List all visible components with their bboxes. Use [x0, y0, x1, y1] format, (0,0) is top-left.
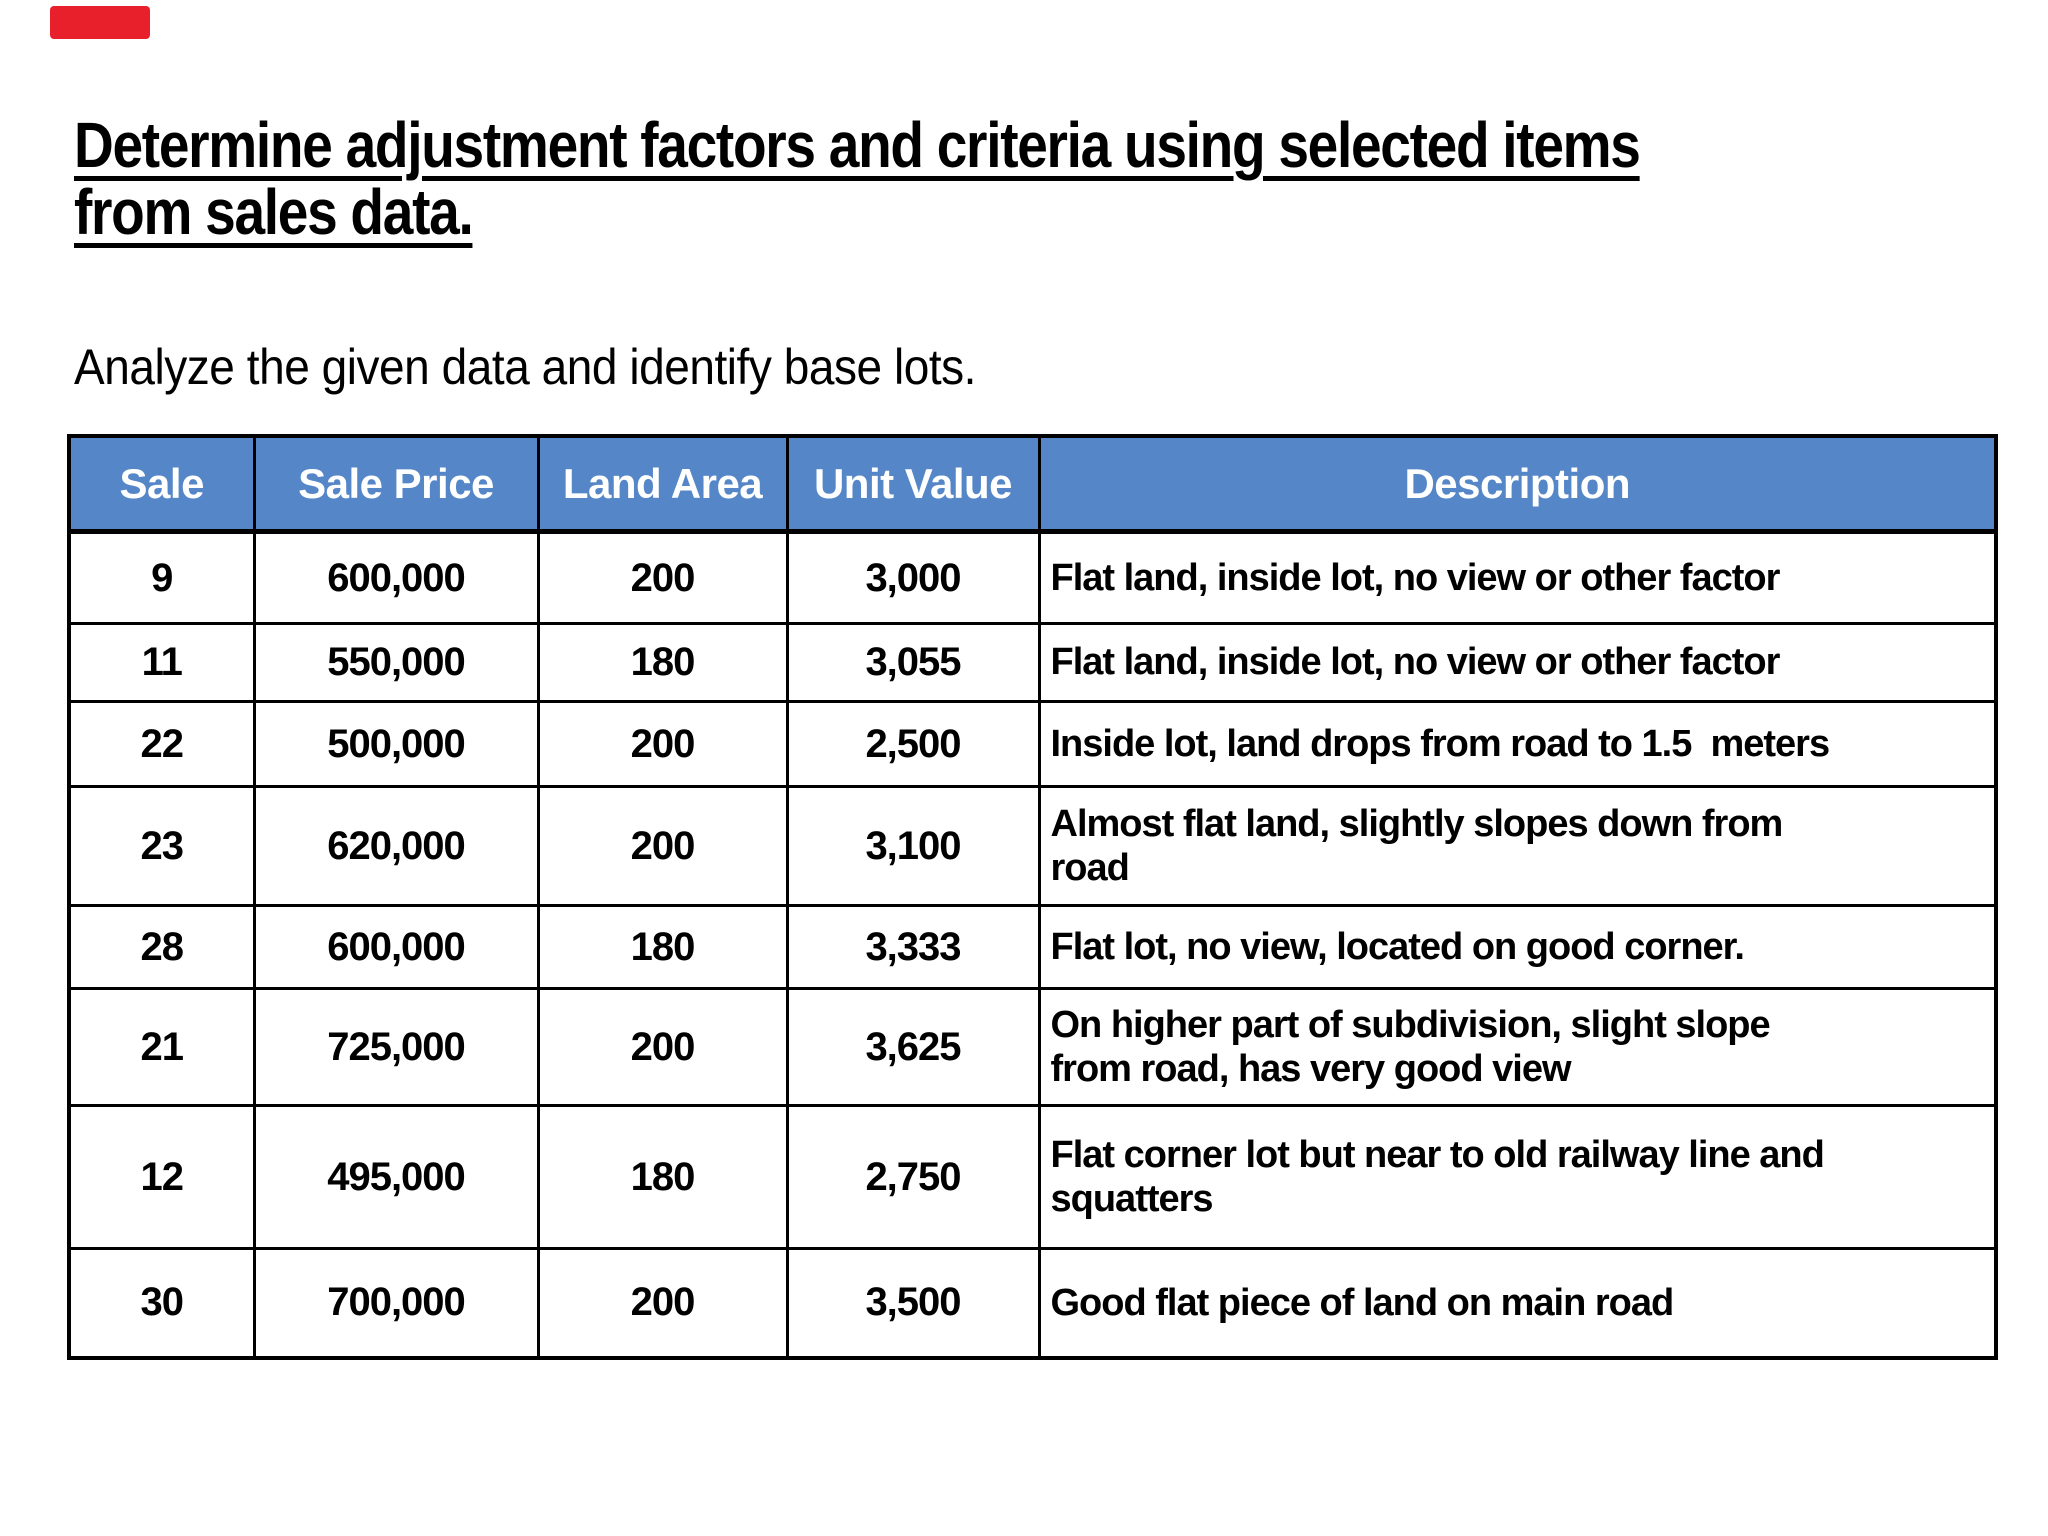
- cell-description: Inside lot, land drops from road to 1.5 …: [1037, 700, 1998, 788]
- cell-land-area: 200: [536, 1247, 789, 1359]
- cell-description: Flat land, inside lot, no view or other …: [1037, 530, 1998, 625]
- table-row: 9 600,000 200 3,000 Flat land, inside lo…: [67, 530, 1998, 625]
- page-title: Determine adjustment factors and criteri…: [74, 109, 1641, 249]
- cell-description: Flat lot, no view, located on good corne…: [1037, 904, 1998, 990]
- cell-unit-value: 3,055: [785, 622, 1041, 703]
- table-row: 30 700,000 200 3,500 Good flat piece of …: [67, 1247, 1998, 1359]
- cell-sale-price: 700,000: [252, 1247, 540, 1359]
- cell-unit-value: 3,500: [785, 1247, 1041, 1359]
- cell-unit-value: 3,100: [785, 785, 1041, 907]
- cell-description: Flat land, inside lot, no view or other …: [1037, 622, 1998, 703]
- cell-sale: 12: [67, 1104, 256, 1250]
- col-header-sale: Sale: [67, 434, 256, 534]
- table-row: 28 600,000 180 3,333 Flat lot, no view, …: [67, 904, 1998, 990]
- col-header-sale-price: Sale Price: [252, 434, 540, 534]
- cell-sale-price: 725,000: [252, 987, 540, 1107]
- cell-land-area: 180: [536, 904, 789, 990]
- cell-description: Good flat piece of land on main road: [1037, 1247, 1998, 1359]
- cell-sale-price: 500,000: [252, 700, 540, 788]
- cell-sale: 30: [67, 1247, 256, 1359]
- cell-description: On higher part of subdivision, slight sl…: [1037, 987, 1998, 1107]
- cell-sale-price: 600,000: [252, 904, 540, 990]
- col-header-unit-value: Unit Value: [785, 434, 1041, 534]
- cell-sale: 21: [67, 987, 256, 1107]
- cell-sale-price: 495,000: [252, 1104, 540, 1250]
- col-header-description: Description: [1037, 434, 1998, 534]
- cell-description: Almost flat land, slightly slopes down f…: [1037, 785, 1998, 907]
- cell-unit-value: 2,500: [785, 700, 1041, 788]
- cell-sale-price: 620,000: [252, 785, 540, 907]
- sales-data-table: Sale Sale Price Land Area Unit Value Des…: [67, 434, 1998, 1360]
- table-row: 12 495,000 180 2,750 Flat corner lot but…: [67, 1104, 1998, 1250]
- table-row: 11 550,000 180 3,055 Flat land, inside l…: [67, 622, 1998, 703]
- cell-sale: 28: [67, 904, 256, 990]
- cell-land-area: 180: [536, 1104, 789, 1250]
- cell-sale-price: 600,000: [252, 530, 540, 625]
- cell-unit-value: 2,750: [785, 1104, 1041, 1250]
- cell-sale: 23: [67, 785, 256, 907]
- red-marker: [50, 6, 150, 39]
- cell-land-area: 180: [536, 622, 789, 703]
- cell-sale-price: 550,000: [252, 622, 540, 703]
- cell-unit-value: 3,000: [785, 530, 1041, 625]
- col-header-land-area: Land Area: [536, 434, 789, 534]
- table-header-row: Sale Sale Price Land Area Unit Value Des…: [67, 434, 1998, 534]
- table-row: 21 725,000 200 3,625 On higher part of s…: [67, 987, 1998, 1107]
- table-row: 23 620,000 200 3,100 Almost flat land, s…: [67, 785, 1998, 907]
- cell-unit-value: 3,333: [785, 904, 1041, 990]
- cell-sale: 11: [67, 622, 256, 703]
- cell-land-area: 200: [536, 530, 789, 625]
- cell-description: Flat corner lot but near to old railway …: [1037, 1104, 1998, 1250]
- table-row: 22 500,000 200 2,500 Inside lot, land dr…: [67, 700, 1998, 788]
- cell-unit-value: 3,625: [785, 987, 1041, 1107]
- cell-land-area: 200: [536, 987, 789, 1107]
- page-subtitle: Analyze the given data and identify base…: [74, 339, 977, 395]
- cell-land-area: 200: [536, 785, 789, 907]
- cell-sale: 9: [67, 530, 256, 625]
- cell-land-area: 200: [536, 700, 789, 788]
- cell-sale: 22: [67, 700, 256, 788]
